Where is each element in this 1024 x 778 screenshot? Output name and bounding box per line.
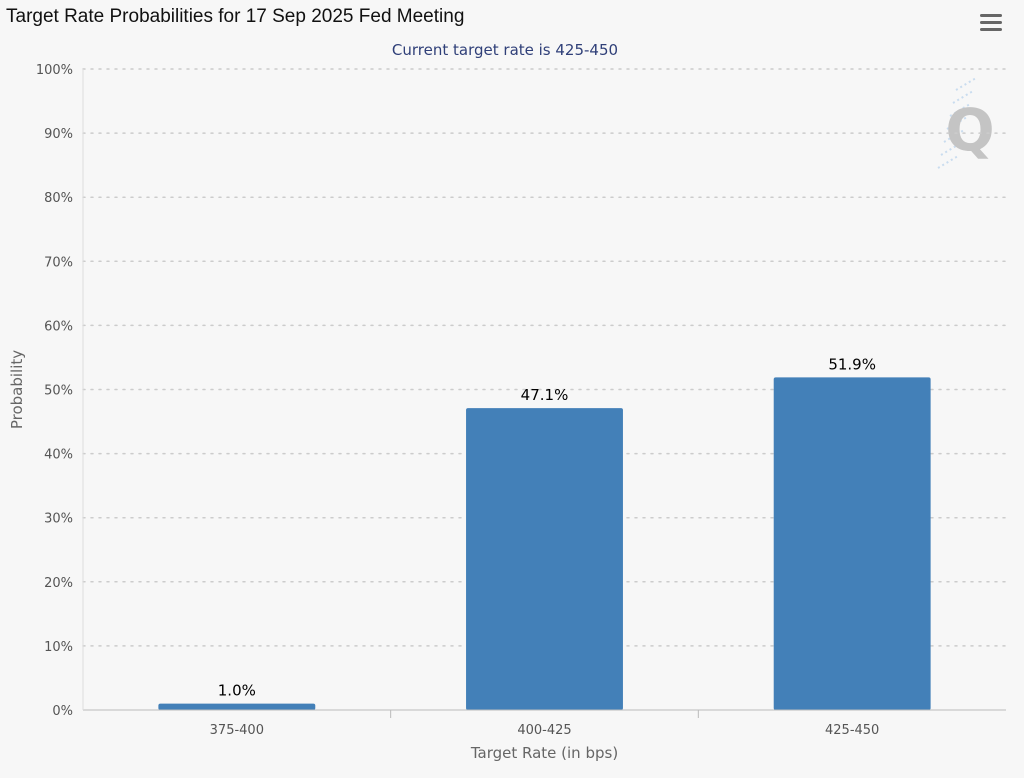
y-tick-label: 20% <box>44 576 73 591</box>
y-tick-label: 50% <box>44 384 73 399</box>
y-tick-label: 40% <box>44 448 73 463</box>
y-tick-label: 100% <box>36 63 73 78</box>
watermark-letter: Q <box>945 96 994 164</box>
watermark-stroke <box>949 103 971 117</box>
y-tick-label: 70% <box>44 255 73 270</box>
y-axis-ticks: 0% 10% 20% 30% 40% 50% 60% 70% 80% 90% 100% <box>36 63 73 719</box>
x-tick-label: 375-400 <box>210 723 264 738</box>
x-tick-label: 400-425 <box>517 723 571 738</box>
y-tick-label: 90% <box>44 127 73 142</box>
watermark-stroke <box>940 142 962 156</box>
data-label: 51.9% <box>828 355 876 373</box>
y-tick-label: 0% <box>52 704 73 719</box>
bar <box>466 408 623 710</box>
y-tick-label: 60% <box>44 319 73 334</box>
data-label: 47.1% <box>521 386 569 404</box>
watermark-stroke <box>937 155 959 169</box>
x-axis-label: Target Rate (in bps) <box>470 744 618 762</box>
x-axis-ticks: 375-400 400-425 425-450 <box>210 710 879 738</box>
q-logo-watermark: Q <box>937 77 995 169</box>
y-tick-label: 10% <box>44 640 73 655</box>
bars <box>158 377 931 710</box>
menu-button[interactable] <box>978 12 1004 34</box>
chart-subtitle: Current target rate is 425-450 <box>392 41 618 59</box>
bar <box>773 377 931 710</box>
y-tick-label: 80% <box>44 191 73 206</box>
data-label: 1.0% <box>218 682 256 700</box>
data-labels: 1.0% 47.1% 51.9% <box>218 355 876 699</box>
watermark-stroke <box>946 116 968 130</box>
watermark-stroke <box>952 90 974 104</box>
y-axis-label: Probability <box>8 350 26 429</box>
x-tick-label: 425-450 <box>825 723 879 738</box>
watermark-stroke <box>955 77 977 91</box>
watermark-stroke <box>943 129 965 143</box>
bar <box>158 703 316 710</box>
y-tick-label: 30% <box>44 512 73 527</box>
chart-title: Target Rate Probabilities for 17 Sep 202… <box>6 6 465 27</box>
